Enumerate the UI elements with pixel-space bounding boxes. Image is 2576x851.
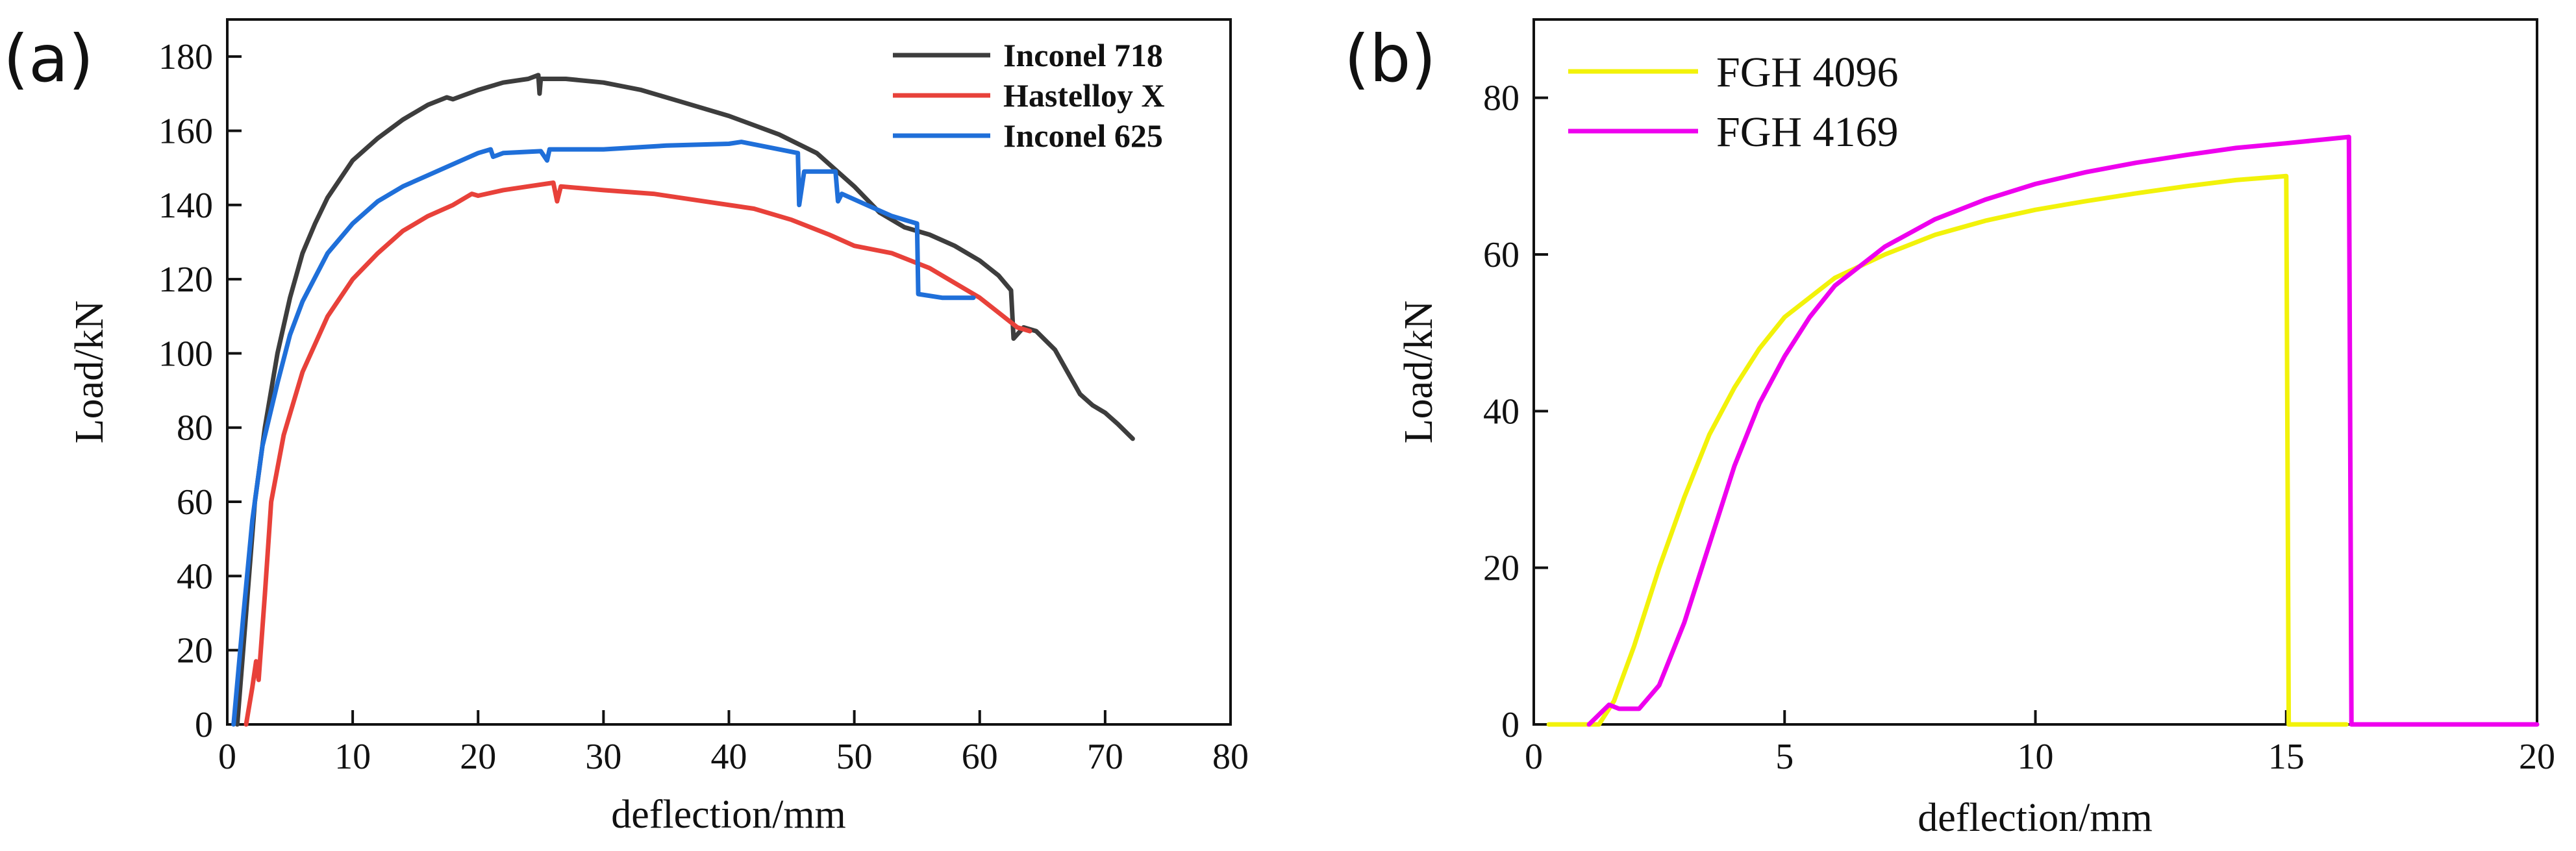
y-tick-label: 40 (177, 556, 213, 597)
panel-a-ticks: 0 10 20 30 40 50 60 70 80 0 20 40 60 80 100 120 140 160 18… (158, 37, 1249, 777)
series-line-inconel-718 (234, 73, 1135, 727)
series-line-fgh-4096 (1546, 173, 2349, 727)
y-tick-label: 0 (195, 705, 213, 745)
series-line-fgh-4169 (1586, 134, 2540, 727)
panel-b-ticks: 0 5 10 15 20 0 20 40 60 80 (1483, 79, 2555, 777)
panel-a-label: (a) (3, 21, 94, 97)
x-tick-label: 10 (334, 737, 371, 777)
legend-label-hastelloy-x: Hastelloy X (1003, 77, 1165, 114)
y-tick-label: 120 (158, 260, 213, 300)
x-tick-label: 20 (2519, 737, 2555, 777)
x-tick-label: 5 (1775, 737, 1794, 777)
x-tick-label: 10 (2018, 737, 2054, 777)
y-tick-label: 60 (177, 482, 213, 523)
x-tick-label: 20 (460, 737, 496, 777)
y-tick-label: 180 (158, 37, 213, 77)
legend-label-inconel-718: Inconel 718 (1003, 37, 1163, 73)
x-tick-label: 0 (218, 737, 236, 777)
panel-a-y-axis-title: Load/kN (68, 301, 112, 443)
y-tick-label: 80 (177, 408, 213, 449)
x-tick-label: 40 (711, 737, 747, 777)
y-tick-label: 140 (158, 186, 213, 226)
x-tick-label: 15 (2268, 737, 2305, 777)
panel-b-label: (b) (1344, 21, 1436, 97)
x-tick-label: 70 (1087, 737, 1123, 777)
x-tick-label: 0 (1525, 737, 1543, 777)
x-tick-label: 50 (836, 737, 873, 777)
chart-panel-a: (a) 0 10 20 30 40 50 60 70 80 0 20 40 60 80 100 120 140 1… (3, 18, 1249, 837)
chart-panel-b: (b) 0 5 10 15 20 0 20 40 60 80 deflection/mm Load… (1344, 18, 2555, 840)
x-tick-label: 30 (585, 737, 621, 777)
y-tick-label: 20 (177, 631, 213, 671)
x-tick-label: 80 (1212, 737, 1249, 777)
legend-label-fgh-4169: FGH 4169 (1716, 108, 1899, 156)
series-line-hastelloy-x (244, 180, 1032, 727)
panel-b-series-lines (1546, 134, 2540, 727)
panel-b-x-axis-title: deflection/mm (1918, 796, 2153, 840)
y-tick-label: 80 (1483, 79, 1519, 119)
y-tick-label: 40 (1483, 391, 1519, 432)
legend-label-inconel-625: Inconel 625 (1003, 117, 1163, 154)
panel-b-y-axis-title: Load/kN (1397, 301, 1441, 443)
panel-a-x-axis-title: deflection/mm (611, 793, 846, 837)
y-tick-label: 20 (1483, 549, 1519, 589)
x-tick-label: 60 (962, 737, 998, 777)
y-tick-label: 0 (1501, 705, 1519, 745)
y-tick-label: 100 (158, 334, 213, 374)
legend-label-fgh-4096: FGH 4096 (1716, 49, 1899, 96)
panel-a-series-lines (231, 73, 1135, 727)
y-tick-label: 160 (158, 111, 213, 151)
panel-b-legend: FGH 4096 FGH 4169 (1568, 49, 1899, 156)
series-line-inconel-625 (231, 140, 976, 727)
y-tick-label: 60 (1483, 235, 1519, 275)
